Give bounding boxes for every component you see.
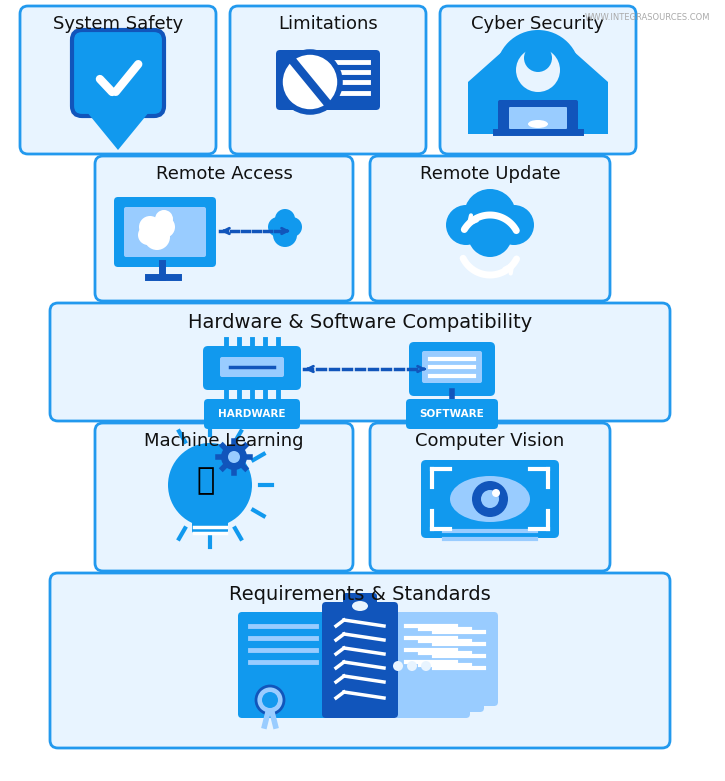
Circle shape — [516, 48, 560, 92]
FancyBboxPatch shape — [406, 399, 498, 429]
Circle shape — [524, 44, 552, 72]
Circle shape — [494, 205, 534, 245]
FancyBboxPatch shape — [95, 156, 353, 301]
FancyBboxPatch shape — [220, 357, 284, 377]
Circle shape — [492, 489, 500, 497]
Circle shape — [282, 217, 302, 237]
Circle shape — [221, 444, 247, 470]
Circle shape — [468, 213, 512, 257]
FancyBboxPatch shape — [72, 30, 164, 116]
Text: Requirements & Standards: Requirements & Standards — [229, 586, 491, 604]
Circle shape — [481, 490, 499, 508]
FancyBboxPatch shape — [50, 573, 670, 748]
Circle shape — [393, 661, 403, 671]
Ellipse shape — [528, 120, 548, 128]
Circle shape — [275, 209, 295, 229]
Text: Hardware & Software Compatibility: Hardware & Software Compatibility — [188, 313, 532, 333]
FancyBboxPatch shape — [204, 399, 300, 429]
FancyBboxPatch shape — [394, 612, 470, 718]
Circle shape — [268, 217, 288, 237]
Text: Computer Vision: Computer Vision — [415, 432, 565, 450]
Circle shape — [421, 661, 431, 671]
Ellipse shape — [352, 601, 368, 611]
FancyBboxPatch shape — [20, 6, 216, 154]
FancyBboxPatch shape — [422, 612, 498, 706]
FancyBboxPatch shape — [421, 460, 559, 538]
Circle shape — [446, 205, 486, 245]
FancyBboxPatch shape — [498, 100, 578, 134]
Text: Remote Access: Remote Access — [156, 165, 292, 183]
FancyBboxPatch shape — [124, 207, 206, 257]
FancyBboxPatch shape — [95, 423, 353, 571]
Text: Machine Learning: Machine Learning — [144, 432, 304, 450]
Circle shape — [228, 451, 240, 463]
FancyBboxPatch shape — [370, 156, 610, 301]
Circle shape — [273, 223, 297, 247]
Circle shape — [139, 216, 161, 238]
FancyBboxPatch shape — [238, 612, 330, 718]
FancyBboxPatch shape — [509, 107, 567, 129]
Circle shape — [144, 224, 170, 250]
FancyBboxPatch shape — [322, 602, 398, 718]
Text: SOFTWARE: SOFTWARE — [420, 409, 484, 419]
Text: System Safety: System Safety — [53, 15, 183, 33]
FancyBboxPatch shape — [343, 593, 377, 613]
Circle shape — [407, 661, 417, 671]
FancyBboxPatch shape — [276, 50, 380, 110]
Circle shape — [138, 225, 158, 245]
Circle shape — [168, 443, 252, 527]
FancyBboxPatch shape — [422, 351, 482, 383]
FancyBboxPatch shape — [192, 511, 228, 533]
Circle shape — [464, 189, 516, 241]
FancyBboxPatch shape — [230, 6, 426, 154]
Ellipse shape — [450, 476, 530, 522]
Text: Limitations: Limitations — [278, 15, 378, 33]
FancyBboxPatch shape — [408, 612, 484, 712]
FancyBboxPatch shape — [440, 6, 636, 154]
FancyBboxPatch shape — [203, 346, 301, 390]
Circle shape — [155, 210, 173, 228]
Circle shape — [472, 481, 508, 517]
FancyBboxPatch shape — [50, 303, 670, 421]
Text: WWW.INTEGRASOURCES.COM: WWW.INTEGRASOURCES.COM — [584, 13, 710, 22]
Text: HARDWARE: HARDWARE — [218, 409, 286, 419]
Text: 🧠: 🧠 — [197, 466, 215, 495]
Circle shape — [280, 52, 340, 112]
FancyBboxPatch shape — [370, 423, 610, 571]
FancyBboxPatch shape — [114, 197, 216, 267]
Polygon shape — [82, 106, 154, 150]
FancyBboxPatch shape — [409, 342, 495, 396]
Circle shape — [262, 692, 278, 708]
Polygon shape — [468, 42, 608, 134]
Text: Cyber Security: Cyber Security — [471, 15, 605, 33]
Text: Remote Update: Remote Update — [420, 165, 560, 183]
Circle shape — [496, 30, 580, 114]
Circle shape — [153, 216, 175, 238]
Circle shape — [256, 686, 284, 714]
